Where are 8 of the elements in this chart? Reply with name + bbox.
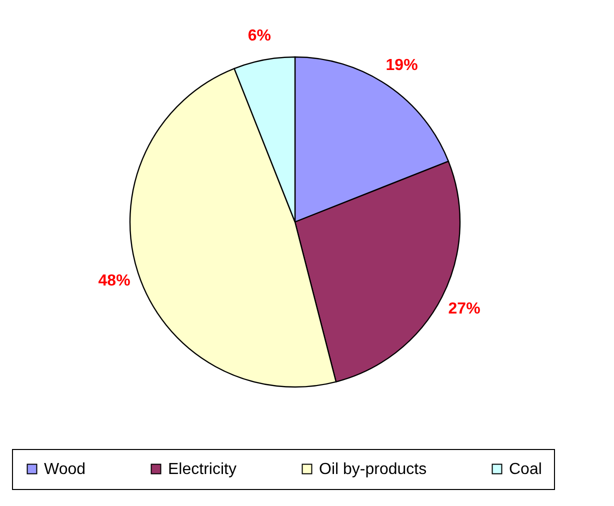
data-label: 48%: [98, 272, 130, 290]
legend-label: Wood: [44, 461, 86, 478]
data-label: 27%: [448, 300, 480, 318]
legend-label: Electricity: [168, 461, 236, 478]
data-label: 6%: [248, 27, 271, 44]
legend-label: Oil by-products: [319, 461, 427, 478]
data-label: 19%: [386, 56, 418, 74]
legend-label: Coal: [509, 461, 542, 478]
